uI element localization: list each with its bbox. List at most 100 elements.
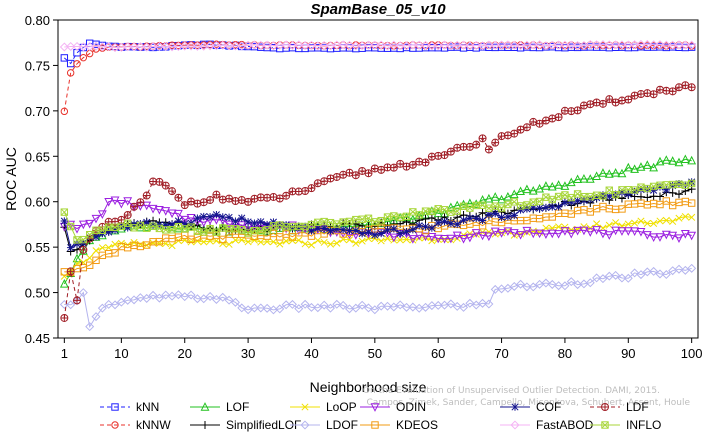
data-point — [338, 40, 348, 50]
data-point — [352, 171, 360, 179]
data-point — [636, 90, 645, 99]
data-point — [287, 40, 297, 50]
data-point — [669, 88, 676, 95]
data-point — [149, 221, 157, 229]
data-point — [529, 198, 537, 206]
data-point — [611, 190, 620, 199]
data-point — [219, 213, 227, 221]
data-point — [517, 126, 524, 133]
data-point — [434, 151, 443, 160]
data-point — [554, 281, 564, 291]
data-point — [433, 234, 443, 244]
data-point — [200, 238, 208, 246]
data-point — [484, 299, 494, 309]
data-point — [256, 303, 266, 313]
data-point — [402, 212, 411, 220]
data-point — [168, 220, 176, 229]
data-point — [605, 221, 613, 229]
data-point — [339, 171, 347, 178]
data-point — [598, 229, 608, 239]
data-point — [218, 292, 228, 302]
legend-label: LOF — [226, 400, 249, 414]
data-point — [282, 191, 291, 200]
data-point — [516, 279, 526, 289]
data-point — [364, 235, 373, 243]
data-point — [111, 240, 119, 248]
data-point — [617, 96, 626, 105]
data-point — [415, 211, 423, 219]
data-point — [680, 154, 690, 164]
data-point — [281, 300, 291, 310]
data-point — [636, 162, 646, 171]
data-point — [421, 158, 430, 167]
data-point — [320, 218, 328, 226]
data-point — [193, 237, 201, 245]
legend-item-fastabod: FastABOD — [500, 418, 594, 432]
data-point — [143, 224, 151, 232]
data-point — [535, 229, 545, 239]
legend-marker — [601, 421, 609, 429]
data-point — [224, 295, 234, 305]
data-point — [86, 254, 94, 262]
data-point — [383, 226, 392, 234]
data-point — [523, 205, 531, 213]
data-point — [459, 235, 468, 244]
data-point — [642, 231, 652, 240]
data-point — [136, 219, 145, 228]
data-point — [244, 229, 252, 237]
data-point — [73, 240, 81, 248]
data-point — [604, 169, 614, 178]
data-point — [586, 224, 594, 232]
data-point — [669, 217, 677, 225]
data-point — [72, 225, 82, 234]
data-point — [123, 197, 133, 206]
data-point — [503, 40, 513, 50]
data-point — [181, 225, 189, 233]
data-point — [661, 155, 671, 164]
data-point — [555, 192, 563, 201]
data-point — [300, 41, 310, 51]
data-point — [650, 91, 657, 98]
legend-label: LoOP — [326, 400, 357, 414]
data-point — [560, 181, 570, 190]
data-point — [80, 246, 87, 254]
data-point — [599, 192, 607, 200]
data-point — [680, 265, 690, 275]
data-point — [181, 220, 189, 228]
data-point — [389, 163, 398, 172]
data-point — [548, 203, 556, 211]
data-point — [497, 132, 506, 141]
data-point — [642, 267, 652, 277]
data-point — [263, 193, 272, 202]
data-point — [224, 220, 234, 230]
data-point — [377, 166, 385, 174]
data-point — [268, 41, 278, 51]
data-point — [484, 232, 494, 242]
data-point — [453, 143, 462, 152]
data-point — [85, 261, 94, 269]
data-point — [371, 231, 379, 239]
data-point — [98, 244, 106, 252]
data-point — [66, 267, 75, 276]
data-point — [351, 41, 361, 51]
data-point — [522, 123, 531, 132]
data-point — [592, 226, 602, 235]
data-point — [687, 179, 696, 188]
y-tick-label: 0.65 — [25, 149, 50, 164]
data-point — [60, 217, 69, 225]
data-point — [472, 214, 480, 223]
data-point — [136, 221, 144, 229]
legend-marker — [371, 421, 379, 429]
data-point — [434, 152, 442, 160]
data-point — [60, 54, 69, 62]
data-point — [618, 205, 626, 213]
data-point — [674, 40, 684, 50]
data-point — [390, 212, 398, 220]
data-point — [79, 245, 88, 254]
data-point — [403, 163, 410, 170]
data-point — [675, 214, 683, 222]
data-point — [237, 221, 247, 230]
data-point — [452, 301, 462, 311]
data-point — [631, 219, 639, 227]
